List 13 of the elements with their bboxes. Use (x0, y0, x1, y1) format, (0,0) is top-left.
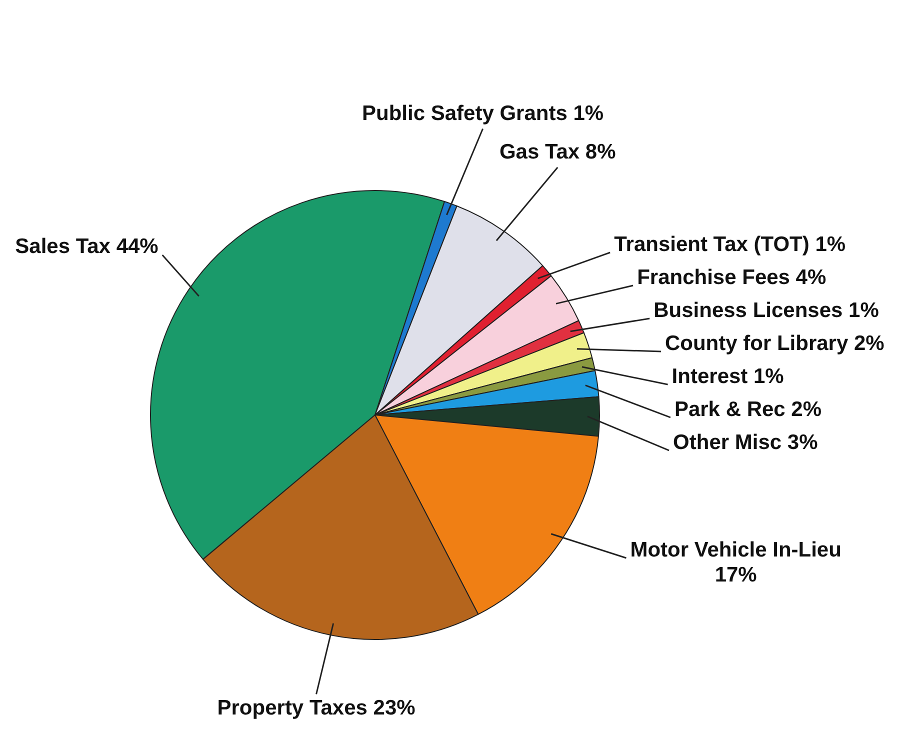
slice-label: Interest 1% (672, 364, 784, 388)
slice-label: Motor Vehicle In-Lieu (630, 538, 842, 562)
slice-label: Transient Tax (TOT) 1% (614, 232, 846, 256)
slice-label: Public Safety Grants 1% (362, 102, 604, 126)
slice-label: County for Library 2% (664, 332, 885, 355)
slice-label: Business Licenses 1% (654, 298, 880, 322)
slice-label: Other Misc 3% (673, 430, 818, 454)
data-label: 17% (714, 563, 758, 586)
slice-label: Franchise Fees 4% (637, 266, 826, 289)
slice-label: Sales Tax 44% (15, 235, 159, 258)
slice-label: Gas Tax 8% (499, 140, 616, 164)
slice-label: Property Taxes 23% (217, 696, 416, 720)
slice-label: Park & Rec 2% (674, 398, 822, 421)
